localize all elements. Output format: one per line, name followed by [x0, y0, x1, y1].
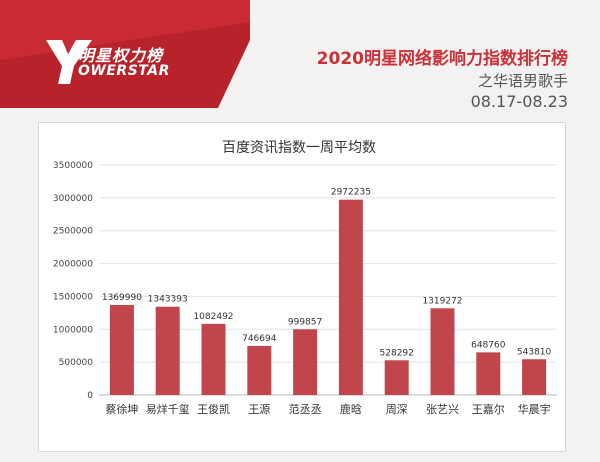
y-tick-label: 1000000: [53, 325, 93, 335]
y-tick-label: 2500000: [53, 227, 93, 237]
x-category-label: 易烊千玺: [146, 402, 190, 416]
y-logo-icon: [46, 40, 92, 84]
x-category-label: 蔡徐坤: [105, 402, 138, 416]
x-category-label: 范丞丞: [289, 402, 322, 416]
brand-banner: [0, 0, 250, 108]
bar: [201, 323, 226, 395]
bar-value-label: 543810: [517, 347, 552, 357]
bar-value-label: 648760: [471, 340, 506, 350]
header: 明星权力榜 OWERSTAR 2020明星网络影响力指数排行榜 之华语男歌手 0…: [0, 0, 600, 118]
page-title: 2020明星网络影响力指数排行榜: [316, 49, 568, 69]
bar: [293, 329, 318, 395]
y-tick-label: 3000000: [53, 194, 93, 204]
bar: [476, 352, 501, 395]
bar-value-label: 1082492: [193, 312, 233, 322]
y-tick-label: 500000: [59, 358, 94, 368]
x-axis-categories: 蔡徐坤 易烊千玺 王俊凯 王源 范丞丞 鹿晗 周深 张艺兴 王嘉尔 华晨宇: [105, 402, 550, 416]
x-category-label: 张艺兴: [426, 403, 459, 416]
bar: [338, 199, 363, 395]
page-subtitle: 之华语男歌手: [477, 72, 568, 90]
x-category-label: 鹿晗: [340, 402, 362, 416]
y-tick-label: 1500000: [53, 292, 93, 302]
x-category-label: 王源: [248, 402, 270, 416]
y-axis-ticks: 3500000 3000000 2500000 2000000 1500000 10000…: [53, 161, 93, 401]
bar: [247, 345, 272, 395]
bar-value-label: 999857: [288, 317, 322, 327]
bar-chart: 百度资讯指数一周平均数 3500000 3000000 2500000 2000000…: [53, 140, 557, 416]
brand-name-cn: 明星权力榜: [78, 46, 164, 65]
bars: [109, 199, 547, 395]
x-category-label: 王嘉尔: [472, 402, 505, 416]
bar-value-label: 1319272: [422, 296, 462, 306]
bar-value-label: 1343393: [148, 295, 188, 305]
date-range: 08.17-08.23: [470, 92, 568, 111]
bar-value-label: 1369990: [102, 293, 142, 303]
chart-title: 百度资讯指数一周平均数: [222, 140, 376, 156]
x-category-label: 华晨宇: [518, 402, 551, 416]
chart-card: 百度资讯指数一周平均数 3500000 3000000 2500000 2000000…: [38, 122, 566, 452]
y-tick-label: 0: [87, 391, 93, 401]
x-category-label: 周深: [386, 403, 408, 416]
bar: [384, 360, 409, 395]
bar: [155, 306, 180, 395]
bar: [522, 359, 547, 395]
bar-value-label: 746694: [242, 334, 277, 344]
bar: [109, 304, 134, 395]
bar: [430, 308, 455, 395]
bar-value-label: 2972235: [331, 188, 371, 198]
y-tick-label: 3500000: [53, 161, 93, 171]
y-tick-label: 2000000: [53, 260, 93, 270]
bar-value-label: 528292: [380, 348, 414, 358]
x-category-label: 王俊凯: [197, 402, 230, 416]
brand-name-en: OWERSTAR: [78, 63, 170, 79]
value-labels: 1369990 1343393 1082492 746694 999857 2972235…: [102, 188, 552, 359]
